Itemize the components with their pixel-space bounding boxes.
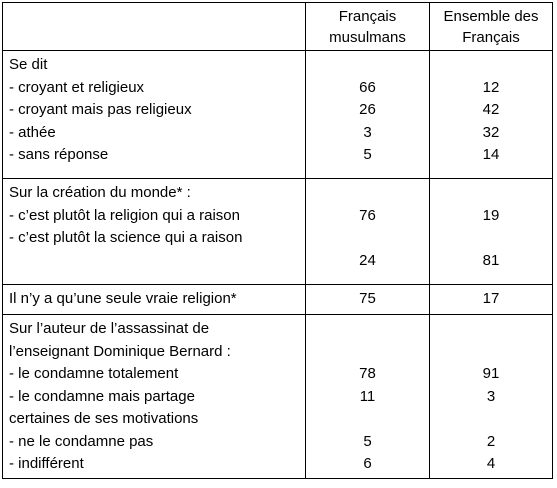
section-row: Il n’y a qu’une seule vraie religion* 75 1… [2,284,553,315]
value [436,227,546,250]
line-label: - le condamne totalement [9,365,179,382]
value: 66 [359,78,376,96]
section-row: Se dit - croyant et religieux - croyant ma… [2,50,553,179]
value: 24 [359,251,376,269]
value: 5 [363,146,372,163]
section-row: Sur l’auteur de l’assassinat de l’enseign… [2,314,553,479]
line-label: - athée [9,123,56,141]
line-label: Sur l’auteur de l’assassinat de [9,320,210,337]
value [436,182,546,205]
value-cell: 76 24 [305,178,430,285]
value: 19 [482,206,500,224]
value: 3 [363,123,372,141]
label-cell: Sur l’auteur de l’assassinat de l’enseign… [2,314,306,479]
value: 2 [486,432,496,450]
value-cell: 75 [305,284,430,315]
value: 78 [359,365,376,382]
header-cell: Ensemble des Français [429,2,553,51]
table-body: Se dit - croyant et religieux - croyant ma… [2,50,553,479]
value-cell: 78 11 5 6 [305,314,430,479]
value [436,408,546,431]
table-header: Français musulmans Ensemble des Français [2,2,553,51]
value [312,227,423,250]
value: 6 [363,455,372,472]
value: 26 [359,101,376,118]
value: 32 [482,123,500,141]
value-cell: 17 [429,284,553,315]
label-cell: Il n’y a qu’une seule vraie religion* [2,284,306,315]
value: 3 [486,387,496,405]
value [312,408,423,431]
value-cell: 91 3 2 4 [429,314,553,479]
section-row: Sur la création du monde* : - c’est plutô… [2,178,553,285]
survey-table: Français musulmans Ensemble des Français… [2,2,553,479]
value: 75 [359,290,376,307]
value [436,318,546,341]
header-cell [2,2,306,51]
value-cell: 66 26 3 5 [305,50,430,179]
value: 5 [363,432,372,450]
value [436,341,546,364]
value [312,318,423,341]
value-cell: 12 42 32 14 [429,50,553,179]
label-cell: Sur la création du monde* : - c’est plutô… [2,178,306,285]
line-label: - sans réponse [9,146,109,163]
line-label: - c’est plutôt la science qui a raison [9,229,243,246]
header-row: Français musulmans Ensemble des Français [2,2,553,51]
value [436,54,546,77]
line-label: - ne le condamne pas [9,432,154,450]
line-label: Sur la création du monde* : [9,184,191,201]
line-label: l’enseignant Dominique Bernard : [9,342,231,360]
line-label: - c’est plutôt la religion qui a raison [9,206,240,224]
value: 17 [482,290,500,307]
header-cell: Français musulmans [305,2,430,51]
value [312,341,423,364]
line-label [9,250,299,273]
line-label: Se dit [9,56,48,73]
line-label: - indifférent [9,455,84,472]
line-label: - croyant mais pas religieux [9,101,192,118]
line-label: - croyant et religieux [9,78,145,96]
line-label: Il n’y a qu’une seule vraie religion* [9,290,237,307]
line-label: certaines de ses motivations [9,410,199,427]
value [312,182,423,205]
value: 42 [482,101,500,118]
value: 81 [482,251,500,269]
value [312,54,423,77]
value: 76 [359,206,376,224]
value: 11 [359,387,376,405]
value: 12 [482,78,500,96]
value-cell: 19 81 [429,178,553,285]
value: 91 [482,365,500,382]
value: 4 [486,455,496,472]
line-label: - le condamne mais partage [9,387,195,405]
value: 14 [482,146,500,163]
label-cell: Se dit - croyant et religieux - croyant ma… [2,50,306,179]
